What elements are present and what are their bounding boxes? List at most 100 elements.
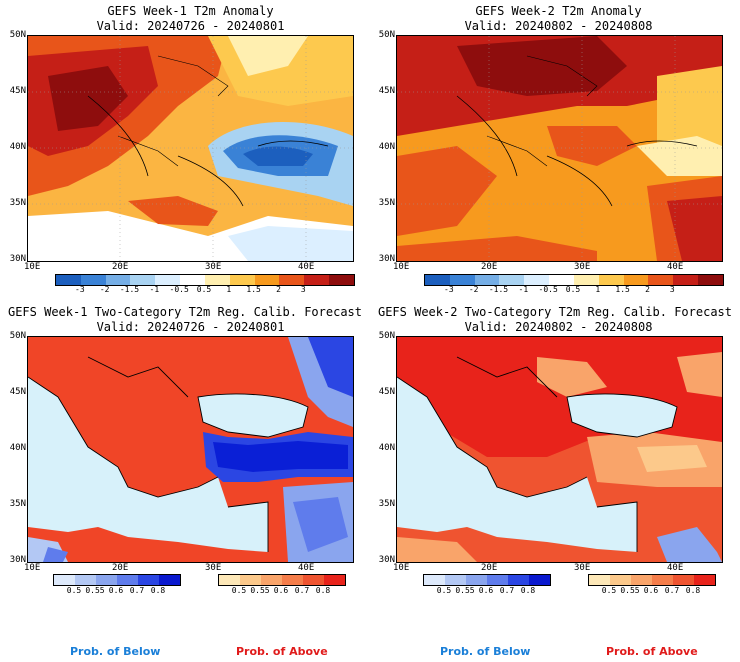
- lat-label: 45N: [378, 86, 395, 96]
- lon-label: 40E: [667, 563, 684, 573]
- probability-field: [397, 337, 722, 562]
- colorbar-swatch: [261, 575, 282, 585]
- colorbar-tick-label: 0.5: [565, 285, 581, 294]
- colorbar-tick-label: 0.5: [601, 586, 617, 595]
- colorbar-swatch: [138, 575, 159, 585]
- colorbar-tick-label: -1: [518, 285, 529, 294]
- colorbar-swatch: [508, 575, 529, 585]
- lat-label: 50N: [378, 331, 395, 341]
- colorbar-tick-label: -1.5: [488, 285, 509, 294]
- colorbar-tick-label: 1: [595, 285, 601, 294]
- colorbar-swatch: [219, 575, 240, 585]
- colorbar-swatch: [445, 575, 466, 585]
- panel-title: GEFS Week-1 Two-Category T2m Reg. Calib.…: [7, 305, 362, 319]
- colorbar-swatch: [474, 275, 500, 285]
- colorbar-swatch: [303, 575, 324, 585]
- lat-label: 50N: [9, 331, 26, 341]
- lat-label: 30N: [9, 254, 26, 264]
- colorbar-tick-label: 0.8: [685, 586, 701, 595]
- prob-below-label: Prob. of Below: [440, 645, 531, 658]
- colorbar-tick-label: 3: [669, 285, 675, 294]
- colorbar-tick-label: 0.55: [620, 586, 640, 595]
- colorbar-swatch: [96, 575, 117, 585]
- lon-label: 40E: [298, 262, 315, 272]
- lon-label: 30E: [205, 563, 222, 573]
- lon-label: 20E: [112, 563, 129, 573]
- colorbar-tick-label: -2: [468, 285, 479, 294]
- lon-label: 10E: [24, 563, 41, 573]
- colorbar-swatch: [449, 275, 475, 285]
- colorbar-tick-label: 0.5: [196, 285, 212, 294]
- colorbar-swatch: [282, 575, 303, 585]
- colorbar-tick-label: -3: [75, 285, 85, 294]
- below-probability-colorbar: [423, 574, 551, 586]
- colorbar-swatch: [573, 275, 599, 285]
- lon-label: 10E: [393, 262, 410, 272]
- lat-label: 35N: [9, 198, 26, 208]
- colorbar-tick-label: 0.5: [231, 586, 247, 595]
- colorbar-swatch: [54, 575, 75, 585]
- colorbar-tick-label: -1.5: [119, 285, 140, 294]
- colorbar-tick-label: 2: [645, 285, 650, 294]
- colorbar-tick-label: -0.5: [169, 285, 189, 294]
- lat-label: 50N: [9, 30, 26, 40]
- lat-label: 40N: [9, 443, 26, 453]
- colorbar-swatch: [652, 575, 673, 585]
- panel-title: GEFS Week-1 T2m Anomaly: [107, 4, 274, 18]
- lat-label: 30N: [378, 555, 395, 565]
- lon-label: 40E: [667, 262, 684, 272]
- lon-label: 30E: [574, 262, 591, 272]
- anomaly-field: [28, 36, 353, 261]
- colorbar-swatch: [673, 575, 694, 585]
- lat-label: 35N: [378, 499, 395, 509]
- colorbar-tick-label: 0.55: [455, 586, 475, 595]
- prob-above-label: Prob. of Above: [606, 645, 698, 658]
- prob-below-label: Prob. of Below: [70, 645, 161, 658]
- panel-valid-dates: Valid: 20240802 - 20240808: [464, 320, 653, 334]
- colorbar-swatch: [698, 275, 723, 285]
- colorbar-swatch: [610, 575, 631, 585]
- colorbar-tick-label: 0.6: [643, 586, 659, 595]
- panel-valid-dates: Valid: 20240726 - 20240801: [96, 320, 285, 334]
- colorbar-swatch: [549, 275, 574, 285]
- colorbar-swatch: [117, 575, 138, 585]
- lat-label: 35N: [9, 499, 26, 509]
- lon-label: 20E: [112, 262, 129, 272]
- colorbar-swatch: [466, 575, 487, 585]
- colorbar-swatch: [529, 575, 550, 585]
- colorbar-tick-label: 0.6: [273, 586, 289, 595]
- colorbar-tick-label: 0.6: [108, 586, 124, 595]
- anomaly-map: [27, 35, 354, 262]
- colorbar-tick-label: -1: [149, 285, 160, 294]
- colorbar-swatch: [229, 275, 255, 285]
- colorbar-tick-label: 1.5: [246, 285, 261, 294]
- lon-label: 30E: [205, 262, 222, 272]
- above-probability-colorbar: [218, 574, 346, 586]
- colorbar-tick-label: 0.7: [664, 586, 680, 595]
- lat-label: 45N: [9, 387, 26, 397]
- colorbar-tick-label: 1: [226, 285, 232, 294]
- lon-label: 10E: [393, 563, 410, 573]
- colorbar-swatch: [159, 575, 180, 585]
- colorbar-tick-label: -2: [99, 285, 110, 294]
- colorbar-swatch: [499, 275, 525, 285]
- colorbar-swatch: [524, 275, 550, 285]
- colorbar-swatch: [204, 275, 230, 285]
- colorbar-tick-label: 0.5: [436, 586, 452, 595]
- lat-label: 45N: [378, 387, 395, 397]
- panel-title: GEFS Week-2 T2m Anomaly: [475, 4, 642, 18]
- colorbar-tick-label: 0.8: [520, 586, 536, 595]
- colorbar-tick-label: 0.55: [250, 586, 270, 595]
- colorbar-tick-label: 0.6: [478, 586, 494, 595]
- colorbar-tick-label: 0.8: [315, 586, 331, 595]
- colorbar-swatch: [155, 275, 181, 285]
- colorbar-swatch: [240, 575, 261, 585]
- lon-label: 20E: [481, 563, 498, 573]
- colorbar-tick-label: 3: [300, 285, 306, 294]
- colorbar-swatch: [56, 275, 81, 285]
- lat-label: 50N: [378, 30, 395, 40]
- prob-above-label: Prob. of Above: [236, 645, 328, 658]
- colorbar-swatch: [424, 575, 445, 585]
- lon-label: 30E: [574, 563, 591, 573]
- colorbar-swatch: [648, 275, 674, 285]
